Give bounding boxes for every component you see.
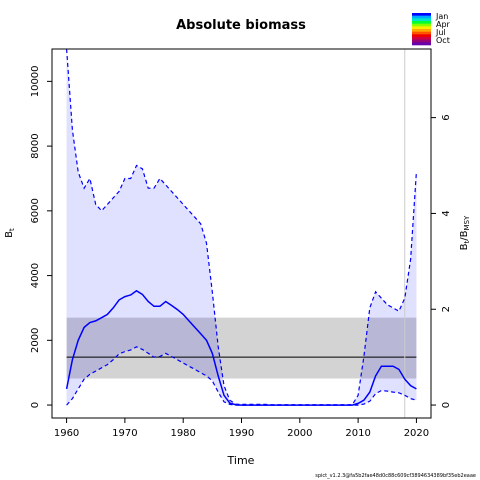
x-tick-label: 1980 <box>170 428 195 439</box>
legend-swatch <box>412 34 431 38</box>
legend-label: Jul <box>435 28 446 37</box>
y-tick-label: 4000 <box>30 263 41 288</box>
band-confidence-overlap <box>66 317 417 379</box>
x-axis: 1960 1970 1980 1990 2000 2010 2020 <box>54 418 429 439</box>
right-tick-label: 6 <box>441 114 452 120</box>
legend-swatch <box>412 31 431 35</box>
y-tick-label: 0 <box>30 402 41 408</box>
svg-text:Bt: Bt <box>4 228 16 238</box>
confidence-region <box>66 49 417 406</box>
right-tick-label: 0 <box>441 402 452 408</box>
x-tick-label: 1970 <box>112 428 137 439</box>
y-axis-left-label: Bt <box>4 228 16 238</box>
y-tick-label: 6000 <box>30 198 41 223</box>
legend-label: Apr <box>436 20 451 29</box>
x-tick-label: 2020 <box>404 428 429 439</box>
legend-swatch <box>412 13 431 16</box>
series-layer <box>65 49 417 418</box>
ylabel-right-den-sub: MSY <box>463 215 471 230</box>
ylabel-right-den: /B <box>459 230 470 240</box>
x-tick-label: 2000 <box>287 428 312 439</box>
legend-swatch <box>412 37 431 40</box>
legend-swatch <box>412 26 431 30</box>
confidence-layer <box>66 49 417 406</box>
biomass-estimate-line <box>65 289 417 406</box>
ylabel-right-sub: t <box>463 240 471 243</box>
legend-label: Oct <box>436 36 450 45</box>
ylabel-left-main: B <box>4 231 15 238</box>
x-tick-label: 1960 <box>54 428 79 439</box>
footer-version: spict_v1.2.3@fa5b2fae48d0c88c609cf389463… <box>315 473 476 479</box>
legend-swatch <box>412 18 431 22</box>
x-tick-label: 2010 <box>345 428 370 439</box>
y-axis-left: 0 2000 4000 6000 8000 10000 <box>30 65 52 408</box>
right-tick-label: 2 <box>441 306 452 312</box>
y-tick-label: 10000 <box>30 65 41 97</box>
y-axis-right-label: Bt/BMSY <box>459 215 471 250</box>
x-tick-label: 1990 <box>229 428 254 439</box>
legend-swatch <box>412 23 431 27</box>
legend-swatch <box>412 42 431 46</box>
ylabel-left-sub: t <box>8 228 16 231</box>
ylabel-right-main: B <box>459 243 470 250</box>
legend-label: Jan <box>435 12 448 21</box>
upper-ci-line <box>66 49 417 406</box>
x-axis-label: Time <box>227 454 255 467</box>
svg-text:Bt/BMSY: Bt/BMSY <box>459 215 471 250</box>
legend-swatch <box>412 29 431 32</box>
lower-ci-line <box>66 346 417 406</box>
y-tick-label: 2000 <box>30 328 41 353</box>
legend-swatch <box>412 15 431 19</box>
legend-swatch <box>412 21 431 24</box>
y-axis-right: 0 2 4 6 <box>431 114 452 408</box>
y-tick-label: 8000 <box>30 133 41 158</box>
chart-title: Absolute biomass <box>176 18 306 33</box>
right-tick-label: 4 <box>441 210 452 216</box>
legend-swatch <box>412 39 431 43</box>
